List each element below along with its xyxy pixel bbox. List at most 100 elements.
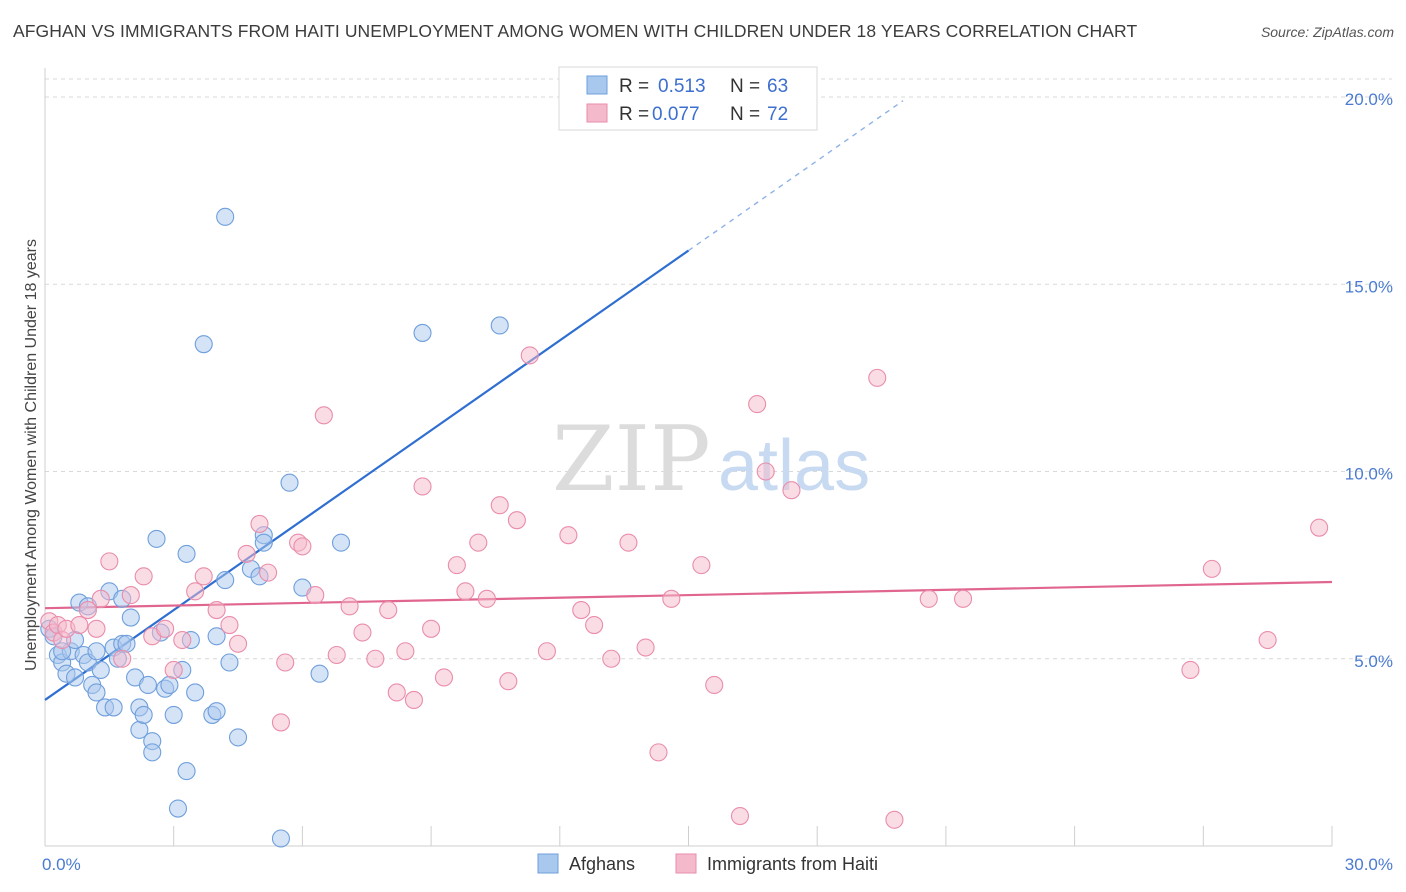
afghan-point xyxy=(207,627,226,646)
haiti-point xyxy=(919,589,938,608)
bottom-legend-swatch-haiti xyxy=(675,853,697,874)
haiti-point xyxy=(100,552,119,571)
haiti-point xyxy=(387,683,406,702)
haiti-point xyxy=(619,533,638,552)
afghan-point xyxy=(138,675,158,695)
haiti-point xyxy=(1310,518,1329,537)
watermark: ZIP atlas xyxy=(552,407,870,512)
haiti-point xyxy=(649,743,668,762)
haiti-point xyxy=(572,601,591,620)
afghan-point xyxy=(254,533,273,552)
haiti-point xyxy=(748,395,767,414)
afghan-point xyxy=(65,668,85,687)
haiti-point xyxy=(537,642,556,661)
haiti-point xyxy=(636,638,655,657)
watermark-zip: ZIP xyxy=(552,407,711,512)
haiti-point xyxy=(602,649,621,668)
haiti-point xyxy=(121,586,140,605)
afghan-point xyxy=(143,743,162,762)
x-tick-label: 0.0% xyxy=(42,855,81,874)
haiti-point xyxy=(87,619,106,638)
haiti-point xyxy=(434,668,454,687)
haiti-point xyxy=(156,619,175,638)
haiti-point xyxy=(327,645,346,665)
haiti-point xyxy=(293,537,312,556)
haiti-point xyxy=(404,690,423,709)
source-label: Source: ZipAtlas.com xyxy=(1260,24,1394,40)
haiti-point xyxy=(447,556,466,575)
haiti-point xyxy=(520,346,539,365)
haiti-point xyxy=(954,589,973,608)
haiti-point xyxy=(186,582,205,601)
legend-r-value-2: 0.077 xyxy=(652,104,700,125)
afghan-point xyxy=(194,335,213,354)
series-afghans xyxy=(40,207,509,848)
haiti-point xyxy=(259,563,278,582)
haiti-point xyxy=(1181,660,1200,680)
afghan-point xyxy=(147,529,166,548)
afghan-point xyxy=(117,634,136,653)
legend-swatch-haiti xyxy=(586,103,608,123)
haiti-point xyxy=(1258,630,1277,650)
haiti-point xyxy=(705,675,724,695)
afghan-point xyxy=(121,608,140,627)
y-axis-label: Unemployment Among Women with Children U… xyxy=(23,239,40,671)
bottom-legend: Afghans Immigrants from Haiti xyxy=(537,853,878,874)
bottom-legend-label-afghans: Afghans xyxy=(569,854,635,874)
x-tick-label: 30.0% xyxy=(1345,855,1393,874)
afghan-point xyxy=(87,683,106,702)
haiti-point xyxy=(91,589,110,608)
afghan-point xyxy=(160,675,179,695)
chart-title: AFGHAN VS IMMIGRANTS FROM HAITI UNEMPLOY… xyxy=(13,21,1138,41)
haiti-point xyxy=(306,586,325,605)
afghan-point xyxy=(164,705,183,724)
legend-n-label-1: N = xyxy=(730,76,760,97)
haiti-point xyxy=(250,514,269,533)
afghan-point xyxy=(177,544,196,563)
legend-n-value-2: 72 xyxy=(767,104,788,125)
haiti-point xyxy=(366,649,385,668)
afghan-point xyxy=(280,473,299,492)
legend-n-value-1: 63 xyxy=(767,76,788,97)
haiti-point xyxy=(220,615,239,635)
trend-line-afghans xyxy=(44,249,690,701)
haiti-point xyxy=(490,496,509,515)
haiti-point xyxy=(70,615,89,635)
haiti-point xyxy=(340,597,359,616)
haiti-point xyxy=(756,462,775,481)
haiti-point xyxy=(78,601,97,620)
y-tick-label: 10.0% xyxy=(1345,465,1393,484)
afghan-point xyxy=(271,829,291,848)
haiti-point xyxy=(885,810,904,829)
afghan-point xyxy=(229,728,248,747)
trend-lines xyxy=(44,100,1333,701)
legend-r-label-2: R = xyxy=(619,104,649,125)
haiti-point xyxy=(730,806,750,826)
afghan-point xyxy=(413,323,432,342)
haiti-point xyxy=(413,477,432,496)
haiti-point xyxy=(396,642,415,661)
haiti-point xyxy=(379,601,398,620)
haiti-point xyxy=(456,582,475,601)
afghan-point xyxy=(91,660,110,680)
afghan-point xyxy=(220,653,239,672)
afghan-point xyxy=(177,762,196,781)
haiti-point xyxy=(276,653,295,672)
haiti-point xyxy=(477,589,496,608)
afghan-point xyxy=(310,664,329,683)
haiti-point xyxy=(422,619,441,638)
haiti-point xyxy=(113,649,132,668)
haiti-point xyxy=(868,368,887,387)
afghan-point xyxy=(186,683,205,702)
haiti-point xyxy=(499,672,518,691)
haiti-point xyxy=(271,713,291,732)
afghan-point xyxy=(168,799,188,818)
trend-line-afghans-extension xyxy=(688,100,904,252)
series-haiti xyxy=(40,346,1329,829)
afghan-point xyxy=(490,316,509,335)
haiti-point xyxy=(173,630,192,650)
afghan-point xyxy=(216,571,235,590)
top-legend: R = 0.513 N = 63 R = 0.077 N = 72 xyxy=(558,66,818,131)
haiti-point xyxy=(559,526,578,545)
